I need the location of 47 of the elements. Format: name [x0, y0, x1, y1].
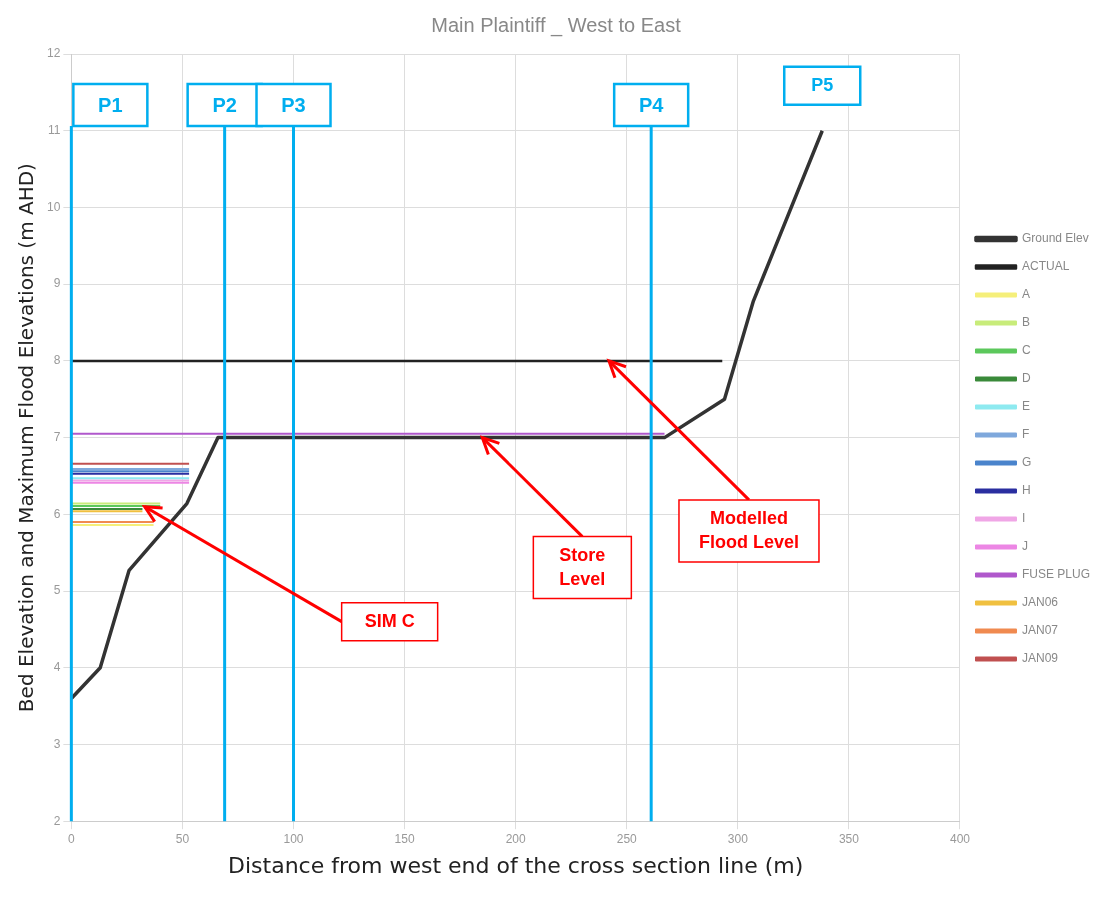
legend-label: H: [1021, 483, 1031, 498]
y-tick-label: 7: [53, 429, 61, 444]
x-tick-label: 250: [616, 831, 638, 846]
y-tick-label: 3: [53, 736, 61, 751]
legend-label: J: [1021, 539, 1028, 554]
legend-label: JAN06: [1021, 595, 1059, 610]
ref-line-label: P4: [638, 93, 665, 116]
y-tick-label: 2: [53, 813, 61, 828]
legend-label: E: [1021, 399, 1030, 414]
y-tick-label: 4: [53, 660, 61, 675]
legend-label: B: [1021, 315, 1030, 330]
legend-label: JAN07: [1021, 623, 1059, 638]
annotation: P5: [811, 74, 834, 95]
legend-label: F: [1021, 427, 1030, 442]
y-tick-label: 10: [46, 199, 61, 214]
x-tick-label: 100: [283, 831, 304, 846]
ref-line-label: P3: [281, 93, 306, 116]
x-tick-label: 350: [838, 831, 860, 846]
ref-line-label: P2: [212, 93, 237, 116]
legend-label: FUSE PLUG: [1021, 567, 1090, 582]
x-axis-title: Distance from west end of the cross section line (m): [228, 852, 804, 878]
legend-label: A: [1021, 287, 1030, 302]
annotation: Modelled Flood Level: [698, 507, 799, 552]
x-tick-label: 0: [68, 831, 75, 846]
legend-label: D: [1021, 371, 1031, 386]
legend-label: JAN09: [1021, 651, 1059, 666]
y-tick-label: 8: [53, 353, 61, 368]
y-tick-label: 6: [53, 506, 61, 521]
legend-label: C: [1021, 343, 1031, 358]
x-tick-label: 400: [949, 831, 971, 846]
x-tick-label: 50: [175, 831, 190, 846]
legend-label: I: [1021, 511, 1026, 526]
legend-label: G: [1021, 455, 1032, 470]
y-tick-label: 9: [53, 276, 61, 291]
y-tick-label: 5: [53, 583, 61, 598]
x-tick-label: 300: [727, 831, 749, 846]
x-tick-label: 200: [505, 831, 526, 846]
annotation: SIM C: [364, 610, 415, 631]
y-tick-label: 11: [47, 123, 61, 138]
legend-label: Ground Elev: [1021, 231, 1089, 246]
y-axis-title: Bed Elevation and Maximum Flood Elevations (m AHD): [14, 163, 39, 713]
x-tick-label: 150: [394, 831, 415, 846]
chart-title: Main Plaintiff _ West to East: [431, 13, 682, 37]
annotation: Store Level: [559, 544, 606, 589]
legend-label: ACTUAL: [1021, 259, 1070, 274]
y-tick-label: 12: [46, 46, 61, 61]
ref-line-label: P1: [98, 93, 123, 116]
